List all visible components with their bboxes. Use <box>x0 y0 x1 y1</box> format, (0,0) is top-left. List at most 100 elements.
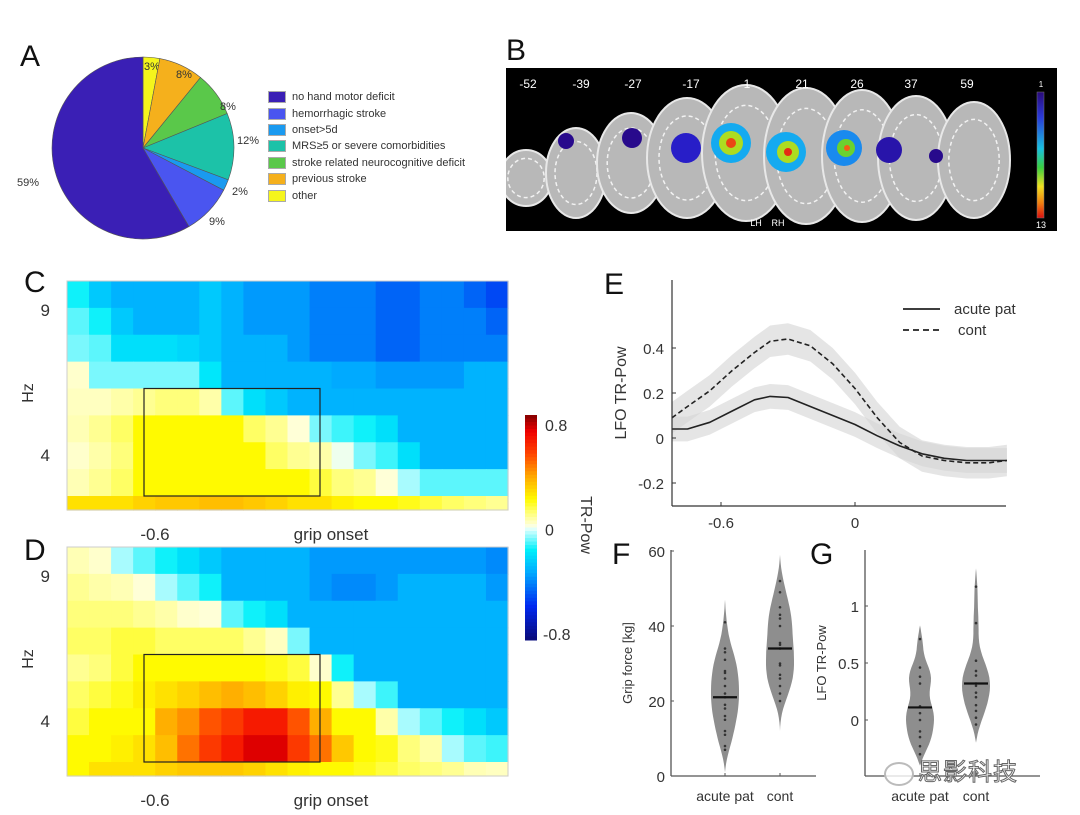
heatmap-cell <box>265 735 289 763</box>
heatmap-cell <box>199 735 222 763</box>
heatmap-cell <box>397 708 421 736</box>
colorbar-segment <box>525 569 537 574</box>
colorbar-segment <box>525 516 537 521</box>
colorbar-segment <box>525 474 537 479</box>
colorbar-segment <box>525 506 537 511</box>
pie-slice-label: 3% <box>144 61 160 73</box>
colorbar-segment <box>525 439 537 444</box>
heatmap-cell <box>155 627 178 656</box>
slice-label: 21 <box>795 77 809 91</box>
colorbar-segment <box>525 457 537 462</box>
heatmap-cell <box>111 708 134 736</box>
heatmap-cell <box>441 307 465 336</box>
pie-slice-label: 9% <box>209 216 225 228</box>
x-tick-label: acute pat <box>891 788 949 804</box>
colorbar-segment <box>525 587 537 592</box>
heatmap-cell <box>133 627 156 656</box>
heatmap-cell <box>309 334 333 363</box>
heatmap-cell <box>287 334 311 363</box>
heatmap-cell <box>419 281 443 309</box>
slice-label: 1 <box>744 77 751 91</box>
heatmap-cell <box>287 496 311 511</box>
violin-point <box>778 664 782 667</box>
colorbar-segment <box>525 576 537 581</box>
y-axis-label: Grip force [kg] <box>620 622 635 704</box>
heatmap-cell <box>485 307 509 336</box>
violin-point <box>778 590 782 594</box>
colorbar-segment <box>525 509 537 514</box>
heatmap-cell <box>67 307 90 336</box>
y-tick-label: 0.4 <box>643 341 664 358</box>
y-tick-label: 0 <box>656 431 664 448</box>
heatmap-cell <box>265 547 289 575</box>
heatmap-cell <box>353 307 377 336</box>
heatmap-cell <box>375 388 399 416</box>
violin-point <box>918 666 922 669</box>
heatmap-frame <box>66 280 509 511</box>
x-tick-label: -0.6 <box>708 515 734 532</box>
colorbar-segment <box>525 499 537 504</box>
heatmap-cell <box>397 281 421 309</box>
heatmap-cell <box>111 281 134 309</box>
heatmap-cell <box>199 654 222 682</box>
heatmap-cell <box>199 573 222 602</box>
violin-point <box>918 711 922 715</box>
heatmap-cell <box>353 388 377 416</box>
heatmap-cell <box>309 600 333 629</box>
x-tick-label: grip onset <box>294 525 369 544</box>
panel-label-a: A <box>20 40 41 73</box>
y-axis-label: LFO TR-Pow <box>814 625 829 701</box>
heatmap-cell <box>243 708 267 736</box>
heatmap-cell <box>265 281 289 309</box>
violin-point <box>974 621 978 625</box>
heatmap-cell <box>287 762 311 777</box>
colorbar-segment <box>525 632 537 637</box>
confidence-band <box>671 323 1007 479</box>
heatmap-cell <box>265 469 289 497</box>
heatmap-cell <box>331 627 355 656</box>
heatmap-cell <box>463 361 487 390</box>
violin-point <box>778 662 782 665</box>
heatmap-cell <box>375 334 399 363</box>
legend-item: onset>5d <box>268 122 465 138</box>
legend-label: onset>5d <box>292 123 338 136</box>
lesion-overlay <box>876 137 902 163</box>
heatmap-cell <box>397 681 421 709</box>
legend-item: no hand motor deficit <box>268 89 465 105</box>
colorbar-segment <box>525 541 537 546</box>
pie-slice-label: 8% <box>220 101 236 113</box>
colorbar-segment <box>525 604 537 609</box>
heatmap-cell <box>243 627 267 656</box>
colorbar-segment <box>525 467 537 472</box>
hemisphere-label-rh: RH <box>772 218 785 228</box>
heatmap-cell <box>441 442 465 470</box>
violin-point <box>918 718 922 722</box>
violin-point <box>778 624 782 628</box>
heatmap-cell <box>485 681 509 709</box>
panel-label-e: E <box>604 268 625 301</box>
heatmap-cell <box>67 654 90 682</box>
heatmap-cell <box>221 762 244 777</box>
heatmap-cell <box>463 281 487 309</box>
heatmap-cell <box>309 496 333 511</box>
violin-point <box>723 669 727 673</box>
heatmap-cell <box>353 573 377 602</box>
heatmap-cell <box>375 361 399 390</box>
violin-point <box>974 585 978 588</box>
heatmap-cell <box>375 469 399 497</box>
heatmap-cell <box>375 496 399 511</box>
watermark: 思影科技 <box>884 752 1018 787</box>
heatmap-cell <box>89 735 112 763</box>
heatmap-cell <box>309 281 333 309</box>
heatmap-cell <box>441 281 465 309</box>
lesion-overlay <box>671 133 701 163</box>
pie-chart: 3% 8% 8% 12% 2% 9% 59% <box>17 56 259 240</box>
heatmap-cell <box>111 496 134 511</box>
legend-label: stroke related neurocognitive deficit <box>292 156 466 169</box>
heatmap-cell <box>155 334 178 363</box>
heatmap-cell <box>67 735 90 763</box>
heatmap-cell <box>111 654 134 682</box>
heatmap-cell <box>177 361 200 390</box>
heatmap-cell <box>155 681 178 709</box>
violin-body <box>962 568 990 743</box>
